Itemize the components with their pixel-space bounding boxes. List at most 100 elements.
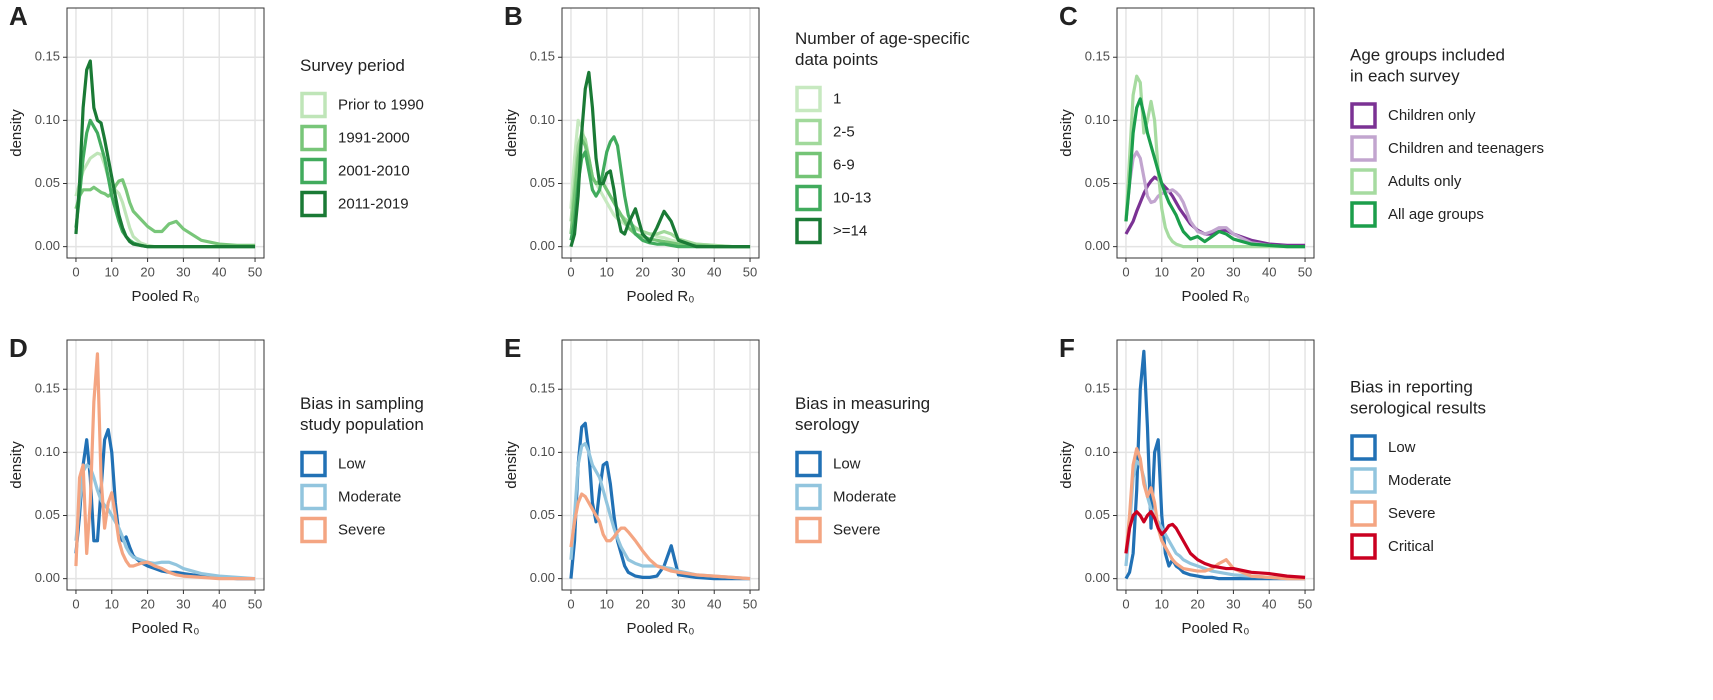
x-tick-label: 20 (140, 264, 154, 279)
legend-label: Children and teenagers (1388, 140, 1544, 157)
panel-label: C (1059, 1, 1078, 31)
x-tick-label: 50 (743, 264, 757, 279)
panel-label: D (9, 333, 28, 363)
legend-key (300, 483, 327, 511)
legend-title: in each survey (1350, 66, 1460, 85)
legend-title: study population (300, 415, 424, 434)
density-line (569, 135, 751, 249)
legend-key (1350, 533, 1377, 560)
panel: 0.00 0.05 0.10 0.15 0 10 20 30 40 50 D Pooled R₀ den… (8, 333, 424, 637)
density-line (569, 70, 751, 249)
legend-label: 1 (833, 90, 841, 107)
density-line (569, 137, 751, 249)
density-line (569, 441, 751, 581)
x-axis-title: Pooled R₀ (627, 620, 695, 637)
legend-key (300, 190, 327, 218)
legend-label: Adults only (1388, 173, 1462, 190)
plot-border (1116, 7, 1315, 259)
x-tick-label: 10 (1155, 264, 1169, 279)
x-tick-label: 10 (105, 264, 119, 279)
y-tick-label: 0.05 (530, 507, 555, 522)
legend-title: serology (795, 415, 860, 434)
legend-label: Severe (338, 521, 386, 538)
x-tick-label: 50 (743, 596, 757, 611)
x-tick-label: 10 (105, 596, 119, 611)
x-tick-label: 40 (707, 596, 721, 611)
x-tick-label: 10 (1155, 596, 1169, 611)
legend-key (795, 516, 822, 544)
y-tick-label: 0.15 (1085, 49, 1110, 64)
x-axis-title: Pooled R₀ (1182, 288, 1250, 305)
x-tick-label: 50 (248, 596, 262, 611)
x-tick-label: 30 (671, 264, 685, 279)
density-line (1124, 150, 1306, 249)
x-tick-label: 0 (567, 596, 574, 611)
legend-key (795, 184, 822, 212)
legend-key (1350, 135, 1377, 162)
plot-border (1116, 339, 1315, 591)
x-tick-label: 50 (1298, 596, 1312, 611)
legend-title: Number of age-specific (795, 29, 970, 48)
plot-background (561, 339, 760, 591)
x-tick-label: 0 (1122, 264, 1129, 279)
density-line (74, 352, 256, 581)
x-tick-label: 0 (1122, 596, 1129, 611)
legend-label: Low (833, 455, 861, 472)
y-tick-label: 0.05 (1085, 175, 1110, 190)
x-tick-label: 20 (635, 264, 649, 279)
x-tick-label: 40 (1262, 596, 1276, 611)
y-tick-label: 0.05 (1085, 507, 1110, 522)
legend-key (1350, 500, 1377, 527)
x-axis-title: Pooled R₀ (132, 620, 200, 637)
legend-key (795, 85, 822, 113)
legend-title: Bias in reporting (1350, 377, 1473, 396)
legend-label: Low (1388, 439, 1416, 456)
y-tick-label: 0.00 (35, 238, 60, 253)
legend-label: Children only (1388, 107, 1476, 124)
legend-label: Moderate (833, 488, 896, 505)
x-tick-label: 0 (72, 596, 79, 611)
x-tick-label: 40 (707, 264, 721, 279)
legend-key (1350, 102, 1377, 129)
legend-label: Low (338, 455, 366, 472)
legend-key (795, 483, 822, 511)
legend-key (300, 157, 327, 185)
legend-key (1350, 168, 1377, 195)
x-tick-label: 30 (176, 596, 190, 611)
panel-label: A (9, 1, 28, 31)
legend-label: Severe (833, 521, 881, 538)
y-tick-label: 0.10 (35, 444, 60, 459)
panel: 0.00 0.05 0.10 0.15 0 10 20 30 40 50 B Pooled R₀ den… (503, 1, 970, 305)
x-tick-label: 20 (1190, 596, 1204, 611)
legend-key (795, 151, 822, 179)
y-axis-title: density (1058, 109, 1075, 157)
x-tick-label: 20 (140, 596, 154, 611)
legend-key (300, 124, 327, 152)
legend-label: Critical (1388, 538, 1434, 555)
density-line (1124, 97, 1306, 249)
panel: 0.00 0.05 0.10 0.15 0 10 20 30 40 50 A Pooled R₀ den… (8, 1, 424, 305)
x-tick-label: 40 (212, 596, 226, 611)
y-tick-label: 0.10 (35, 112, 60, 127)
density-line (1124, 510, 1306, 579)
plot-background (1116, 7, 1315, 259)
legend-key (795, 450, 822, 478)
x-axis-title: Pooled R₀ (132, 288, 200, 305)
x-tick-label: 10 (600, 596, 614, 611)
panel-label: F (1059, 333, 1075, 363)
legend-label: Severe (1388, 505, 1436, 522)
y-tick-label: 0.00 (35, 570, 60, 585)
legend-label: >=14 (833, 222, 867, 239)
plot-border (66, 339, 265, 591)
legend-label: 6-9 (833, 156, 855, 173)
legend-key (1350, 467, 1377, 494)
y-tick-label: 0.05 (35, 175, 60, 190)
y-tick-label: 0.10 (1085, 444, 1110, 459)
panel: 0.00 0.05 0.10 0.15 0 10 20 30 40 50 F Pooled R₀ den… (1058, 333, 1486, 637)
y-axis-title: density (8, 109, 25, 157)
y-axis-title: density (503, 441, 520, 489)
legend-key (300, 450, 327, 478)
x-tick-label: 50 (1298, 264, 1312, 279)
plot-border (66, 7, 265, 259)
